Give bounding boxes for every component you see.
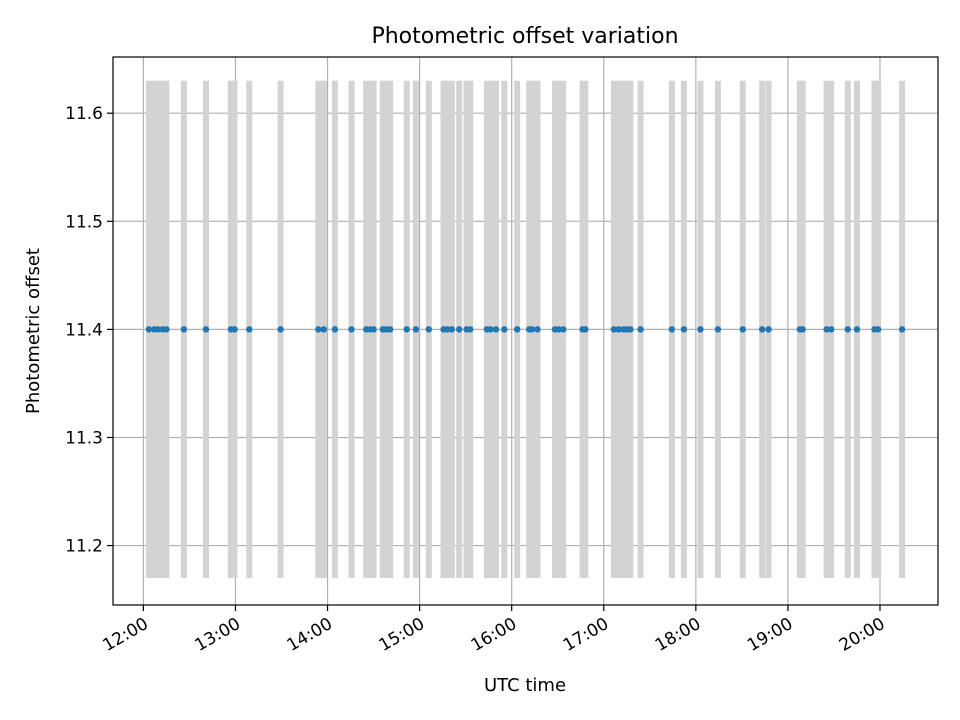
data-point: [231, 326, 238, 333]
data-point: [425, 326, 433, 333]
data-point: [348, 326, 355, 333]
data-point: [202, 326, 210, 333]
data-point: [555, 326, 562, 333]
data-point: [448, 326, 456, 333]
data-points: [145, 326, 906, 333]
data-point: [853, 326, 861, 333]
data-point: [697, 326, 704, 333]
data-point: [799, 326, 806, 333]
data-point: [487, 326, 494, 333]
y-tick-label: 11.2: [65, 537, 103, 557]
data-point: [492, 326, 500, 333]
data-point: [874, 326, 882, 333]
data-point: [714, 326, 722, 333]
data-point: [456, 326, 463, 333]
data-point: [154, 326, 162, 333]
y-axis-ticks: 11.2 11.3 11.4 11.5 11.6: [65, 104, 113, 557]
plot-frame: [112, 56, 939, 606]
data-point: [827, 326, 835, 333]
data-point: [180, 326, 188, 333]
data-point: [315, 326, 322, 333]
data-point: [528, 326, 536, 333]
data-point: [758, 326, 766, 333]
data-point: [739, 326, 746, 333]
data-point: [145, 326, 153, 333]
data-point: [277, 326, 284, 333]
data-point: [501, 326, 508, 333]
data-point: [467, 326, 474, 333]
data-point: [627, 326, 634, 333]
data-point: [331, 326, 339, 333]
y-tick-label: 11.6: [65, 104, 103, 124]
data-point: [163, 326, 170, 333]
y-axis-label: Photometric offset: [23, 248, 44, 414]
data-point: [898, 326, 906, 333]
data-point: [444, 326, 451, 333]
data-point: [534, 326, 541, 333]
x-axis-label: UTC time: [484, 675, 566, 696]
data-point: [582, 326, 589, 333]
data-point: [320, 326, 328, 333]
data-point: [844, 326, 851, 333]
chart-title: Photometric offset variation: [371, 24, 678, 49]
data-point: [246, 326, 253, 333]
data-point: [403, 326, 410, 333]
data-point: [765, 326, 772, 333]
data-point: [560, 326, 567, 333]
y-tick-label: 11.3: [65, 428, 103, 448]
data-point: [823, 326, 830, 333]
data-point: [637, 326, 644, 333]
data-point: [514, 326, 521, 333]
data-point: [615, 326, 622, 333]
data-point: [386, 326, 394, 333]
data-point: [610, 326, 618, 333]
y-tick-label: 11.5: [65, 212, 103, 232]
data-point: [412, 326, 420, 333]
data-point: [370, 326, 377, 333]
data-point: [680, 326, 688, 333]
y-tick-label: 11.4: [65, 320, 103, 340]
data-point: [668, 326, 676, 333]
